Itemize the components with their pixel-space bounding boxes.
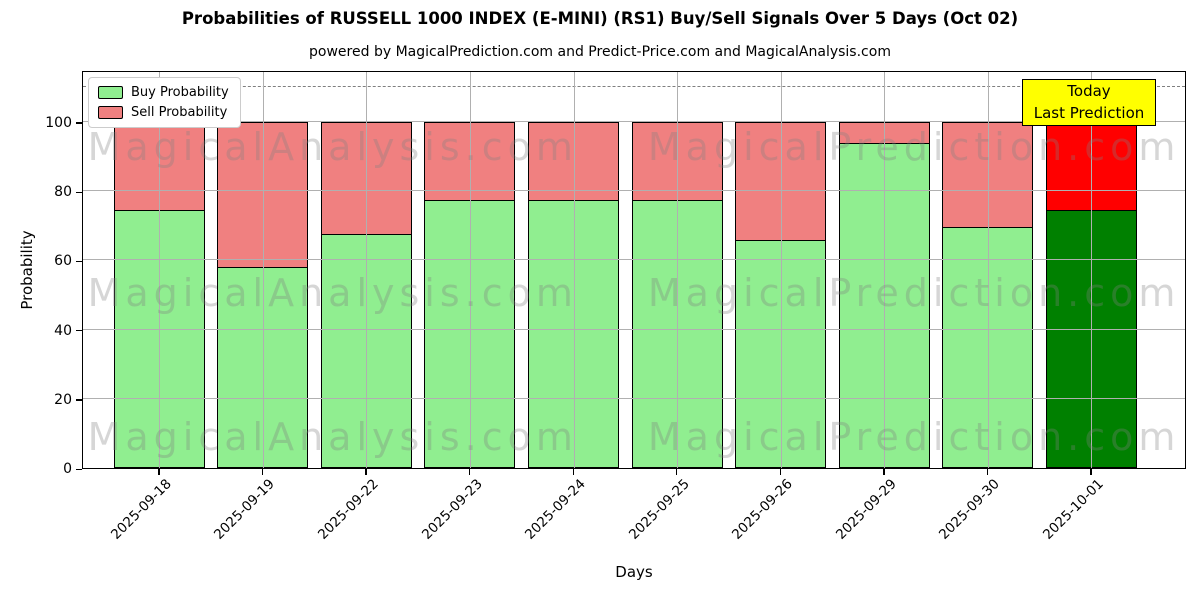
plot-area: MagicalAnalysis.com MagicalPrediction.com… (82, 71, 1186, 469)
y-tick-mark (76, 260, 82, 263)
legend-swatch (98, 86, 123, 99)
legend: Buy Probability Sell Probability (88, 77, 241, 128)
x-tick-label: 2025-09-29 (832, 476, 900, 543)
y-tick-mark (76, 191, 82, 193)
y-tick-mark (76, 330, 82, 332)
gridline-horizontal (83, 190, 1185, 192)
annotation-line1: Today (1067, 82, 1111, 101)
gridline-vertical (884, 72, 886, 468)
legend-item-label: Sell Probability (131, 105, 228, 120)
x-tick-label: 2025-09-25 (625, 476, 693, 543)
legend-item: Buy Probability (98, 85, 229, 100)
x-tick-label: 2025-09-26 (729, 476, 796, 543)
y-tick-label: 0 (63, 461, 72, 477)
x-tick-label: 2025-09-22 (314, 476, 382, 543)
gridline-vertical (573, 72, 575, 468)
chart-subtitle: powered by MagicalPrediction.com and Pre… (309, 44, 891, 60)
gridline-horizontal (83, 259, 1185, 261)
y-tick-mark (76, 399, 82, 401)
gridline-vertical (987, 72, 989, 468)
y-tick-mark (76, 122, 82, 124)
gridline-vertical (677, 72, 679, 468)
gridline-vertical (366, 72, 368, 468)
x-tick-mark (158, 469, 160, 475)
gridline-horizontal (83, 397, 1185, 399)
x-tick-mark (676, 469, 678, 475)
x-tick-label: 2025-09-23 (418, 476, 486, 543)
gridline-vertical (780, 72, 782, 468)
x-tick-label: 2025-10-01 (1039, 476, 1107, 543)
x-tick-mark (1090, 469, 1092, 475)
y-tick-label: 40 (54, 322, 72, 339)
gridline-horizontal (83, 328, 1185, 330)
y-tick-label: 100 (45, 114, 72, 131)
y-tick-label: 80 (54, 184, 72, 201)
x-tick-mark (572, 469, 574, 475)
y-tick-mark (76, 468, 82, 470)
gridline-vertical (262, 72, 264, 468)
x-tick-mark (365, 469, 367, 475)
x-tick-mark (986, 469, 989, 475)
y-tick-label: 60 (54, 253, 72, 270)
x-tick-label: 2025-09-30 (936, 476, 1004, 543)
x-tick-label: 2025-09-24 (522, 476, 589, 543)
gridline-vertical (159, 72, 161, 468)
annotation-line2: Last Prediction (1033, 103, 1145, 122)
gridline-vertical (1091, 72, 1093, 468)
y-tick-label: 20 (54, 391, 72, 408)
x-tick-mark (261, 469, 264, 475)
today-annotation: Today Last Prediction (1022, 79, 1156, 126)
chart-title: Probabilities of RUSSELL 1000 INDEX (E-M… (181, 9, 1019, 28)
x-tick-label: 2025-09-18 (107, 476, 175, 543)
x-tick-mark (468, 469, 471, 475)
gridline-vertical (469, 72, 471, 468)
dashed-threshold-line (83, 86, 1185, 88)
x-tick-label: 2025-09-19 (211, 476, 279, 543)
x-tick-mark (883, 469, 885, 475)
x-tick-mark (779, 469, 781, 475)
legend-swatch (98, 106, 123, 119)
x-axis-label: Days (615, 563, 653, 581)
legend-item: Sell Probability (98, 105, 229, 120)
gridline-horizontal (83, 120, 1185, 122)
legend-item-label: Buy Probability (131, 85, 229, 100)
